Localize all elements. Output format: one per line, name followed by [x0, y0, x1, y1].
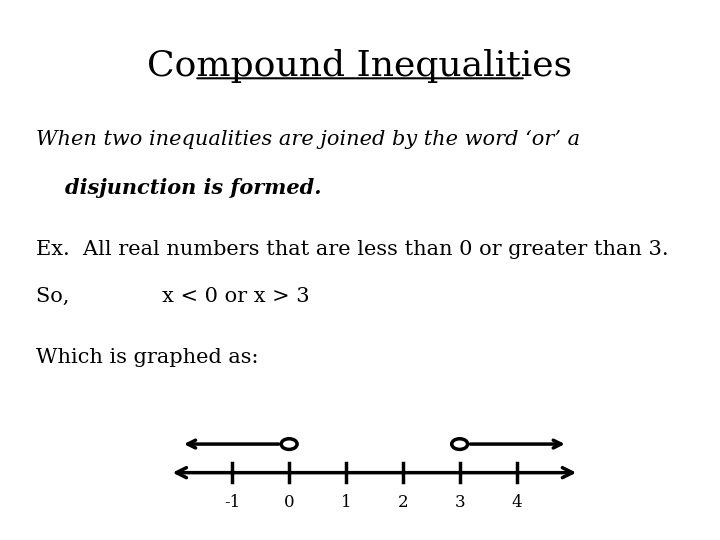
Text: Compound Inequalities: Compound Inequalities	[148, 49, 572, 83]
Text: -1: -1	[224, 494, 240, 511]
Text: 1: 1	[341, 494, 351, 511]
Circle shape	[451, 438, 467, 449]
Text: disjunction is formed.: disjunction is formed.	[36, 178, 322, 198]
Text: Which is graphed as:: Which is graphed as:	[36, 348, 258, 367]
Text: 2: 2	[397, 494, 408, 511]
Text: Ex.  All real numbers that are less than 0 or greater than 3.: Ex. All real numbers that are less than …	[36, 240, 669, 259]
Text: 0: 0	[284, 494, 294, 511]
Text: 3: 3	[454, 494, 465, 511]
Circle shape	[282, 438, 297, 449]
Text: When two inequalities are joined by the word ‘or’ a: When two inequalities are joined by the …	[36, 130, 580, 148]
Text: 4: 4	[511, 494, 522, 511]
Text: So,              x < 0 or x > 3: So, x < 0 or x > 3	[36, 287, 310, 306]
